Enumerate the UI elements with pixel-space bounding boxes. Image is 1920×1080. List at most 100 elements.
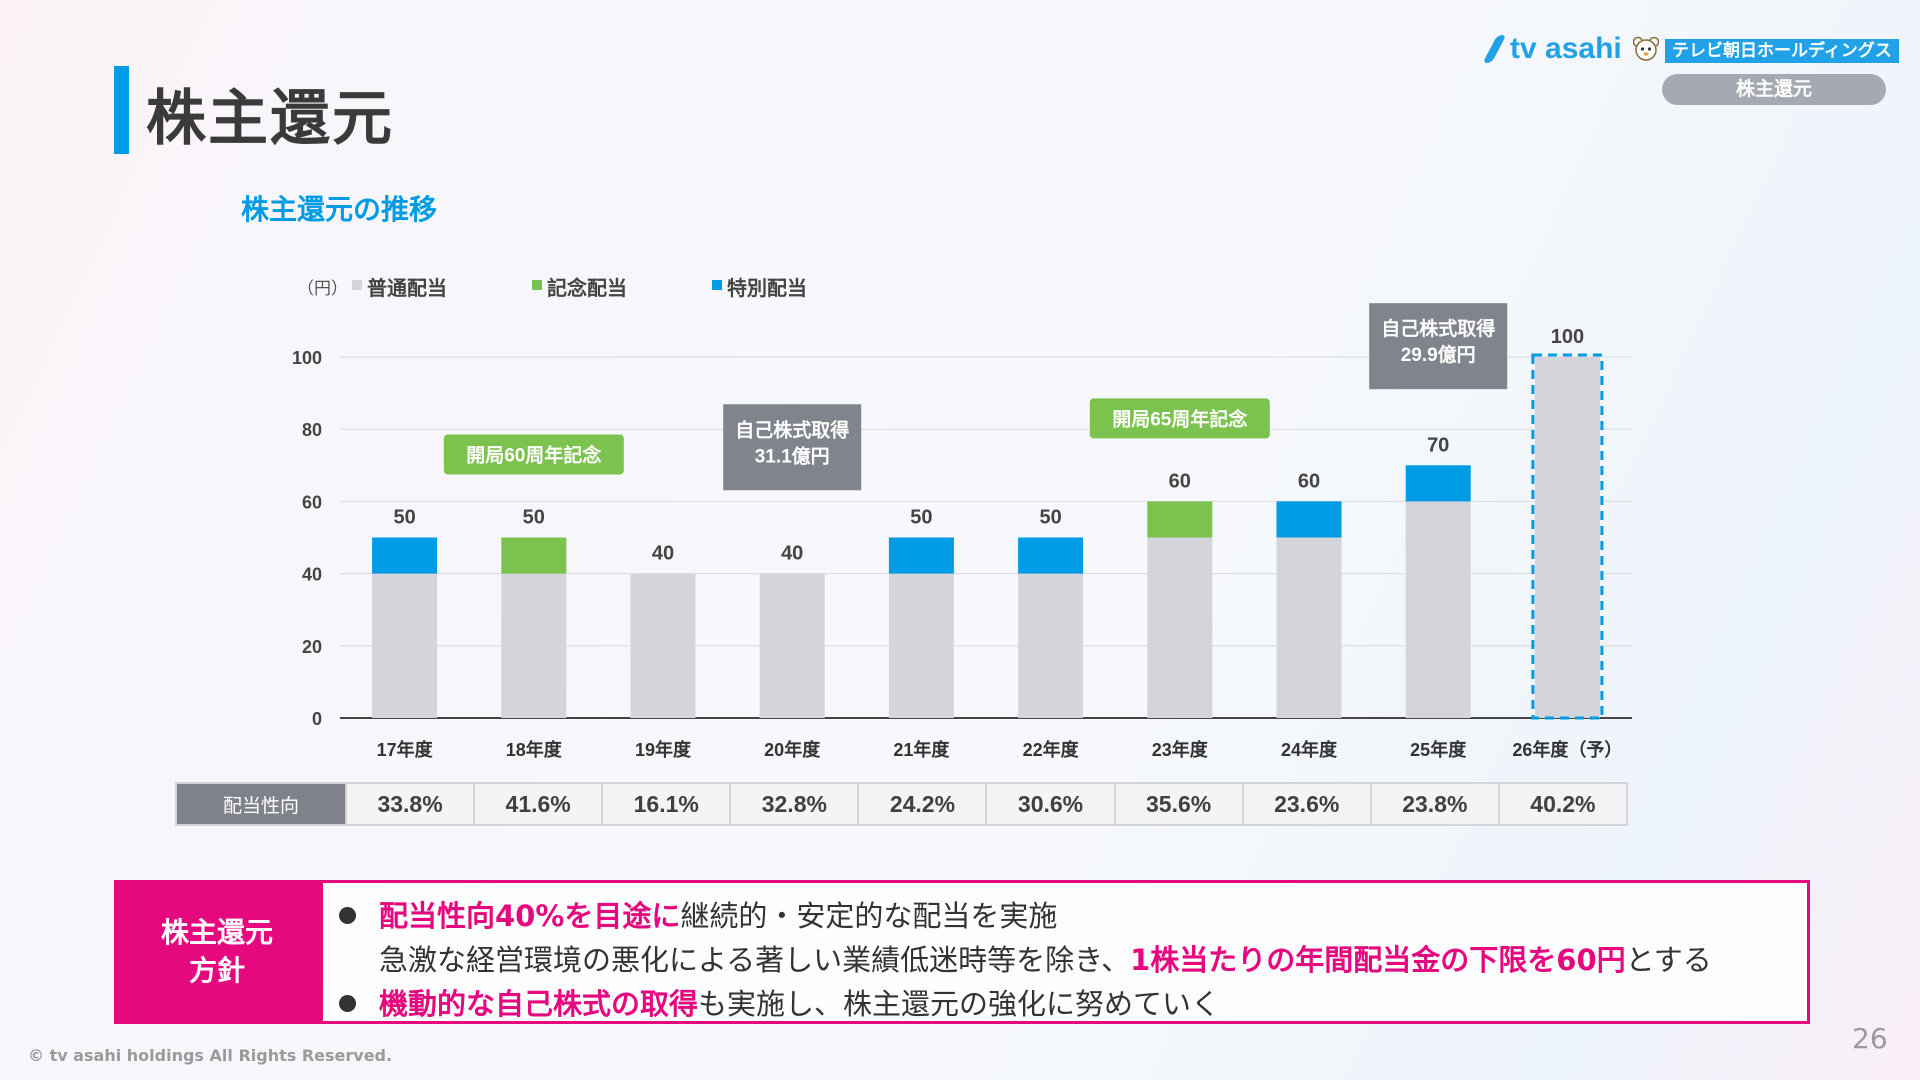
bar-total-label: 40	[781, 543, 803, 565]
legend-swatch	[532, 280, 542, 290]
legend-swatch	[352, 280, 362, 290]
bar-total-label: 50	[910, 507, 932, 529]
x-tick-label: 19年度	[635, 739, 692, 760]
annotation-box	[723, 404, 862, 491]
legend-label: 普通配当	[367, 276, 447, 300]
policy-line-2-text-pre: 急激な経営環境の悪化による著しい業績低迷時等を除き、	[379, 943, 1131, 977]
bar-total-label: 50	[523, 507, 545, 529]
bar-segment	[1147, 537, 1213, 718]
bar-segment	[759, 573, 825, 718]
dividend-chart: 0 20 40 60 80 100 （円） 普通配当 記念配当 特別配当 50 17年度 50 18年度 4…	[292, 276, 1632, 760]
y-tick-label: 60	[302, 492, 322, 512]
policy-line-2-emphasis: 1株当たりの年間配当金の下限を60円	[1130, 943, 1626, 977]
annotation-text: 開局65周年記念	[1112, 407, 1247, 430]
policy-line-3: 機動的な自己株式の取得も実施し、株主還元の強化に努めていく	[379, 981, 1220, 1023]
policy-line-2: 急激な経営環境の悪化による著しい業績低迷時等を除き、1株当たりの年間配当金の下限…	[379, 937, 1712, 979]
policy-line-1-emphasis: 配当性向40%を目途に	[379, 899, 681, 933]
payout-ratio-cell: 23.6%	[1241, 784, 1370, 824]
bar-total-label: 40	[652, 543, 674, 565]
bar-total-label: 70	[1427, 434, 1449, 456]
payout-ratio-cell: 40.2%	[1497, 784, 1626, 824]
payout-ratio-cell: 30.6%	[985, 784, 1113, 824]
annotation-text: 開局60周年記念	[466, 443, 601, 466]
payout-ratio-cell: 33.8%	[345, 784, 473, 824]
bar-segment	[1276, 501, 1342, 538]
legend-label: 特別配当	[727, 276, 807, 300]
policy-line-1-text: 継続的・安定的な配当を実施	[680, 899, 1058, 933]
x-tick-label: 24年度	[1281, 739, 1338, 760]
bar-segment	[1405, 501, 1471, 718]
policy-line-1: 配当性向40%を目途に継続的・安定的な配当を実施	[379, 893, 1057, 935]
bullet-icon	[339, 907, 356, 924]
y-tick-label: 0	[312, 709, 322, 729]
section-pill: 株主還元	[1662, 74, 1886, 105]
bar-segment	[372, 537, 438, 574]
bar-segment	[1018, 537, 1084, 574]
bar-total-label: 60	[1298, 470, 1320, 492]
payout-ratio-cell: 32.8%	[729, 784, 857, 824]
tv-asahi-logo: tv asahi テレビ朝日ホールディングス	[1482, 32, 1899, 68]
x-tick-label: 20年度	[764, 739, 821, 760]
bar-segment	[1534, 357, 1600, 718]
annotation-text: 29.9億円	[1401, 343, 1476, 366]
bar-segment	[1147, 501, 1213, 538]
payout-ratio-cell: 23.8%	[1369, 784, 1498, 824]
policy-label-line1: 株主還元	[160, 916, 273, 949]
bar-segment	[888, 573, 954, 718]
title-accent-bar	[114, 66, 129, 154]
page-title: 株主還元	[146, 84, 394, 154]
payout-ratio-cell: 41.6%	[473, 784, 601, 824]
annotation-box	[1089, 398, 1270, 439]
bar-segment	[501, 573, 567, 718]
payout-ratio-label: 配当性向	[177, 784, 345, 824]
bullet-icon	[339, 995, 356, 1012]
policy-label: 株主還元 方針	[114, 880, 320, 1024]
forecast-dashed-outline	[1531, 353, 1604, 720]
logo-holdings-text: テレビ朝日ホールディングス	[1665, 39, 1899, 63]
bar-segment	[501, 537, 567, 574]
x-tick-label: 25年度	[1410, 739, 1467, 760]
payout-ratio-table: 配当性向 33.8% 41.6% 16.1% 32.8% 24.2% 30.6%…	[175, 782, 1628, 826]
annotation-box	[443, 434, 624, 475]
policy-line-3-emphasis: 機動的な自己株式の取得	[379, 987, 699, 1021]
bar-segment	[1018, 573, 1084, 718]
bar-segment	[888, 537, 954, 574]
bar-total-label: 50	[393, 507, 415, 529]
bar-segment	[630, 573, 696, 718]
payout-ratio-cell: 35.6%	[1113, 784, 1242, 824]
payout-ratio-cell: 24.2%	[857, 784, 985, 824]
chart-subtitle: 株主還元の推移	[241, 193, 438, 226]
bar-total-label: 100	[1551, 326, 1584, 348]
legend-label: 記念配当	[547, 276, 627, 300]
bar-segment	[1276, 537, 1342, 718]
annotation-text: 自己株式取得	[735, 418, 849, 441]
bar-segment	[1405, 465, 1471, 502]
logo-brand-text: tv asahi	[1510, 32, 1622, 65]
annotation-box	[1369, 303, 1508, 390]
bar-total-label: 60	[1169, 470, 1191, 492]
policy-box: 配当性向40%を目途に継続的・安定的な配当を実施 急激な経営環境の悪化による著し…	[320, 880, 1810, 1024]
policy-label-line2: 方針	[188, 954, 245, 987]
y-tick-label: 80	[302, 420, 322, 440]
x-tick-label: 17年度	[377, 739, 434, 760]
x-tick-label: 22年度	[1023, 739, 1080, 760]
mascot-icon	[1633, 36, 1659, 61]
page-number: 26	[1852, 1022, 1888, 1055]
bar-total-label: 50	[1039, 507, 1061, 529]
x-tick-label: 21年度	[893, 739, 950, 760]
payout-ratio-cell: 16.1%	[601, 784, 729, 824]
x-tick-label: 23年度	[1152, 739, 1209, 760]
x-tick-label: 18年度	[506, 739, 563, 760]
annotation-text: 自己株式取得	[1381, 317, 1495, 340]
copyright-footer: © tv asahi holdings All Rights Reserved.	[28, 1046, 393, 1065]
policy-line-3-text: も実施し、株主還元の強化に努めていく	[698, 987, 1221, 1021]
x-tick-label: 26年度（予）	[1512, 739, 1622, 760]
y-tick-label: 40	[302, 565, 322, 585]
legend-swatch	[712, 280, 722, 290]
annotation-text: 31.1億円	[755, 444, 830, 467]
y-tick-label: 20	[302, 637, 322, 657]
y-tick-label: 100	[292, 348, 322, 368]
bar-segment	[372, 573, 438, 718]
unit-label: （円）	[297, 279, 348, 298]
policy-line-2-text-post: とする	[1625, 943, 1712, 977]
